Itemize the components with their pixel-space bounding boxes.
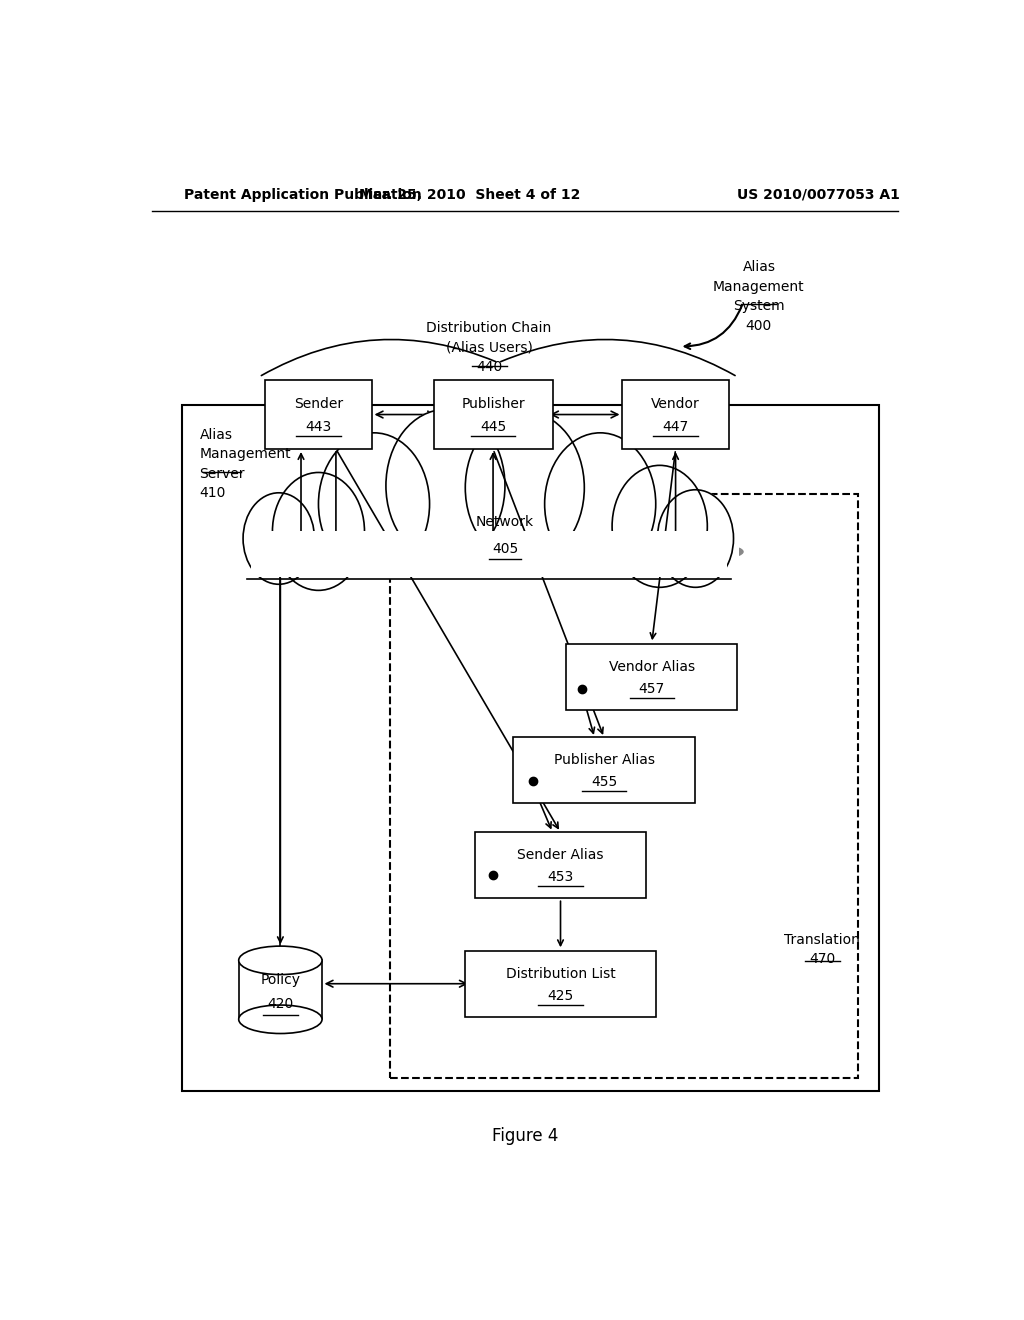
Text: Publisher: Publisher [461, 397, 525, 411]
FancyBboxPatch shape [239, 961, 322, 1019]
Ellipse shape [239, 946, 322, 974]
Ellipse shape [239, 1005, 322, 1034]
Text: Translation
470: Translation 470 [784, 933, 860, 966]
Text: 425: 425 [548, 989, 573, 1003]
FancyBboxPatch shape [247, 520, 739, 579]
Text: 455: 455 [591, 775, 617, 789]
Text: Figure 4: Figure 4 [492, 1127, 558, 1146]
FancyBboxPatch shape [513, 738, 695, 804]
Circle shape [243, 492, 314, 585]
Text: 445: 445 [480, 420, 506, 434]
Text: Sender: Sender [294, 397, 343, 411]
FancyBboxPatch shape [566, 644, 737, 710]
FancyBboxPatch shape [622, 380, 729, 449]
FancyBboxPatch shape [475, 832, 646, 898]
Circle shape [657, 490, 733, 587]
Text: 405: 405 [492, 541, 518, 556]
FancyBboxPatch shape [465, 950, 655, 1016]
Ellipse shape [267, 532, 743, 572]
Text: 453: 453 [548, 870, 573, 883]
Text: Policy: Policy [260, 973, 300, 986]
Text: Mar. 25, 2010  Sheet 4 of 12: Mar. 25, 2010 Sheet 4 of 12 [358, 187, 580, 202]
Text: Vendor Alias: Vendor Alias [608, 660, 695, 673]
Text: Publisher Alias: Publisher Alias [554, 754, 654, 767]
Circle shape [545, 433, 655, 576]
Text: 420: 420 [267, 997, 294, 1011]
Text: Patent Application Publication: Patent Application Publication [183, 187, 421, 202]
Text: Vendor: Vendor [651, 397, 700, 411]
FancyBboxPatch shape [251, 532, 727, 577]
Circle shape [465, 412, 585, 564]
Text: Distribution Chain
(Alias Users)
440: Distribution Chain (Alias Users) 440 [426, 321, 552, 374]
Text: 457: 457 [639, 681, 665, 696]
Circle shape [386, 409, 505, 562]
Text: Network: Network [476, 515, 535, 529]
Text: Sender Alias: Sender Alias [517, 847, 604, 862]
FancyBboxPatch shape [433, 380, 553, 449]
Text: 443: 443 [305, 420, 332, 434]
Circle shape [612, 466, 708, 587]
Text: 447: 447 [663, 420, 689, 434]
Text: Alias
Management
Server
410: Alias Management Server 410 [200, 428, 291, 500]
Text: Alias
Management
System
400: Alias Management System 400 [713, 260, 805, 333]
Circle shape [272, 473, 365, 590]
FancyBboxPatch shape [182, 405, 879, 1092]
FancyBboxPatch shape [265, 380, 372, 449]
Text: US 2010/0077053 A1: US 2010/0077053 A1 [737, 187, 900, 202]
Text: Distribution List: Distribution List [506, 966, 615, 981]
Circle shape [318, 433, 430, 576]
